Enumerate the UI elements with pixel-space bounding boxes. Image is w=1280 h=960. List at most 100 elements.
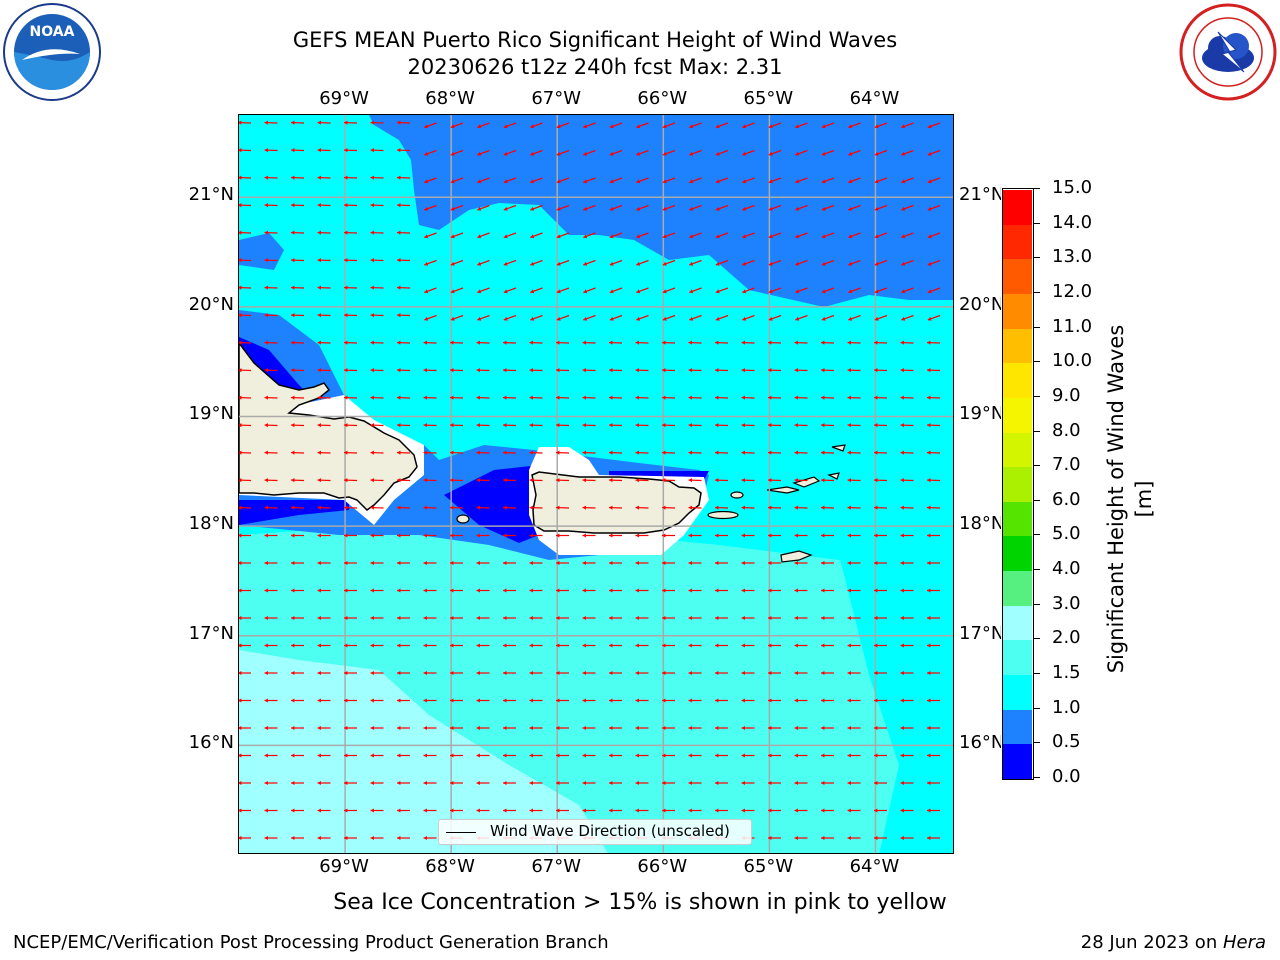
wind-arrow-head <box>556 698 560 703</box>
wind-arrow-head <box>821 316 826 321</box>
wind-arrow-head <box>450 289 455 294</box>
wind-arrow-head <box>874 340 878 345</box>
wind-arrow-head <box>635 340 640 345</box>
wind-arrow-head <box>636 316 641 321</box>
wind-arrow-head <box>503 560 507 566</box>
wind-arrow-head <box>529 698 533 703</box>
lon-tick-top-0: 69°W <box>319 88 369 109</box>
wind-arrow-head <box>768 643 772 648</box>
wind-arrow-head <box>900 835 904 841</box>
wind-arrow-head <box>556 560 560 566</box>
wind-arrow-head <box>821 478 825 483</box>
lon-tick-bot-2: 67°W <box>531 856 582 877</box>
wind-arrow-head <box>609 206 614 211</box>
wind-arrow-head <box>450 505 454 510</box>
wind-arrow-head <box>662 588 666 593</box>
wind-arrow-head <box>530 206 535 211</box>
wind-arrow-head <box>847 670 851 676</box>
wind-arrow-head <box>397 230 401 235</box>
wind-arrow-head <box>317 313 322 318</box>
wind-arrow-head <box>794 560 798 566</box>
wind-arrow-head <box>423 423 428 428</box>
colorbar-label-8: 7.0 <box>1052 454 1081 476</box>
wave-contour-0-0.5-hisp <box>239 337 309 400</box>
wind-arrow-head <box>688 340 693 345</box>
wind-arrow-head <box>503 450 507 455</box>
wind-arrow-head <box>503 395 507 400</box>
wind-arrow-head <box>662 615 666 621</box>
wind-arrow-head <box>794 395 799 400</box>
wind-arrow-head <box>688 533 692 538</box>
colorbar-tick-5 <box>1034 361 1040 363</box>
lon-tick-bot-1: 68°W <box>425 856 475 877</box>
wind-arrow-head <box>768 316 773 321</box>
legend-label: Wind Wave Direction (unscaled) <box>490 822 730 840</box>
wind-arrow-head <box>582 450 587 455</box>
wind-arrow-head <box>848 151 853 156</box>
wind-arrow-head <box>503 478 507 483</box>
wind-arrow-head <box>476 395 481 400</box>
wind-arrow-head <box>715 560 719 566</box>
wind-arrow-head <box>239 835 242 841</box>
wind-arrow-head <box>900 478 905 483</box>
wind-arrow-head <box>821 395 825 400</box>
wind-arrow-head <box>530 151 535 156</box>
wind-arrow-head <box>900 698 904 703</box>
wind-arrow-head <box>317 725 321 731</box>
wind-arrow-head <box>927 151 932 156</box>
wind-arrow-head <box>609 423 613 428</box>
wind-arrow-head <box>794 753 798 758</box>
wind-arrow-head <box>794 588 798 593</box>
wind-arrow-head <box>291 120 295 125</box>
wind-arrow-head <box>317 120 322 125</box>
island-vieques <box>707 510 739 520</box>
colorbar-label-6: 9.0 <box>1052 384 1081 406</box>
wind-arrow-head <box>450 340 454 345</box>
wind-arrow-head <box>689 261 694 266</box>
wind-arrow-head <box>768 450 772 455</box>
wind-arrow-head <box>662 316 667 321</box>
wind-arrow-head <box>847 753 851 758</box>
wind-arrow-head <box>901 316 906 321</box>
wind-arrow-head <box>742 316 747 321</box>
wind-arrow-head <box>344 560 348 566</box>
colorbar-tick-14 <box>1034 673 1040 675</box>
wind-arrow-head <box>424 124 429 129</box>
wind-arrow-head <box>900 340 905 345</box>
wind-arrow-head <box>397 670 401 676</box>
wind-arrow-head <box>582 395 587 400</box>
colorbar-segment-1 <box>1003 709 1032 745</box>
wind-arrow-head <box>370 808 374 813</box>
wind-arrow-head <box>821 179 826 184</box>
wind-arrow-head <box>317 533 321 538</box>
wind-arrow-head <box>529 423 534 428</box>
wind-arrow-head <box>582 670 586 676</box>
wind-arrow-head <box>317 203 322 208</box>
wind-arrow-head <box>582 643 586 648</box>
wind-arrow-head <box>503 179 508 184</box>
wind-arrow-head <box>768 206 773 211</box>
wind-arrow-head <box>264 395 269 400</box>
wind-arrow-head <box>635 643 639 648</box>
wind-arrow-head <box>900 615 904 621</box>
wind-arrow-head <box>423 395 428 400</box>
wind-arrow-head <box>397 203 401 208</box>
wind-arrow-head <box>583 179 588 184</box>
colorbar-label-5: 10.0 <box>1052 350 1093 372</box>
wind-arrow-head <box>636 124 641 129</box>
wind-arrow-head <box>795 289 800 294</box>
wind-arrow-head <box>370 395 375 400</box>
wind-arrow-head <box>556 423 560 428</box>
lat-tick-left-1: 20°N <box>188 293 234 315</box>
wind-arrow-head <box>317 643 321 648</box>
wind-arrow-head <box>264 753 268 758</box>
wind-arrow-head <box>821 206 826 211</box>
wind-arrow-head <box>741 450 746 455</box>
wind-arrow-head <box>503 780 507 786</box>
wind-arrow-head <box>503 124 508 129</box>
wind-arrow-head <box>291 175 295 180</box>
wind-arrow-head <box>476 340 481 345</box>
wind-arrow-head <box>476 423 481 428</box>
wind-arrow-head <box>291 340 295 345</box>
wind-arrow-head <box>609 450 613 455</box>
